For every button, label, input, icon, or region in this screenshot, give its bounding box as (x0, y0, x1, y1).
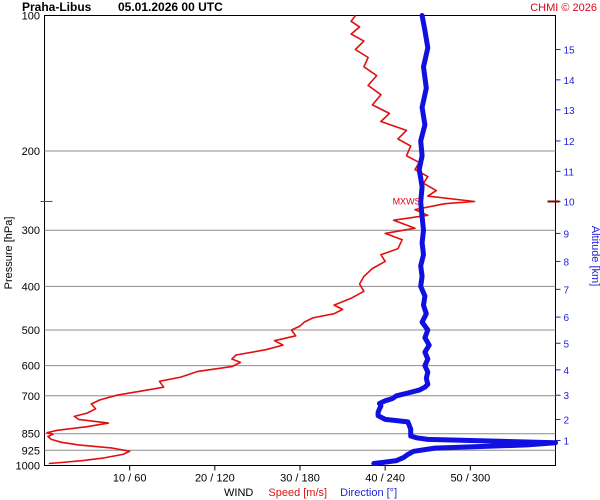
speed-label: Speed [m/s] (268, 487, 327, 499)
altitude-tick-7: 7 (564, 285, 570, 296)
pressure-tick-925: 925 (22, 445, 40, 457)
direction-series-line (371, 13, 558, 466)
wind-label: WIND (224, 487, 253, 499)
direction-label: Direction [°] (340, 487, 397, 499)
pressure-tick-300: 300 (22, 225, 40, 237)
altitude-tick-1: 1 (564, 437, 570, 448)
pressure-gridlines (44, 150, 556, 451)
wind-tick-label: 10 / 60 (113, 473, 147, 485)
altitude-tick-9: 9 (564, 229, 570, 240)
sounding-datetime: 05.01.2026 00 UTC (118, 0, 223, 14)
speed-series-line (46, 15, 476, 465)
pressure-tick-850: 850 (22, 429, 40, 441)
station-name: Praha-Libus (22, 0, 92, 14)
max-wind-marker: MXWS (40, 196, 560, 206)
pressure-tick-200: 200 (22, 146, 40, 158)
wind-tick-label: 30 / 180 (280, 473, 320, 485)
altitude-tick-3: 3 (564, 391, 570, 402)
pressure-tick-600: 600 (22, 361, 40, 373)
altitude-tick-15: 15 (564, 45, 576, 56)
altitude-tick-13: 13 (564, 106, 576, 117)
altitude-tick-8: 8 (564, 257, 570, 268)
pressure-tick-400: 400 (22, 281, 40, 293)
altitude-tick-6: 6 (564, 313, 570, 324)
altitude-tick-14: 14 (564, 76, 576, 87)
altitude-axis-label: Altitude [km] (589, 226, 600, 287)
wind-axis-label: WIND Speed [m/s] Direction [°] (224, 487, 397, 499)
altitude-tick-10: 10 (564, 197, 576, 208)
altitude-tick-12: 12 (564, 137, 576, 148)
wind-series (46, 13, 558, 466)
wind-tick-label: 40 / 240 (365, 473, 405, 485)
wind-tick-labels: 10 / 60 20 / 120 30 / 180 40 / 240 50 / 300 (113, 465, 490, 485)
pressure-axis-label: Pressure [hPa] (3, 217, 15, 290)
altitude-tick-4: 4 (564, 366, 570, 377)
pressure-tick-100: 100 (22, 11, 40, 23)
plot-frame (44, 15, 556, 466)
max-wind-label: MXWS (393, 196, 421, 206)
pressure-tick-1000: 1000 (16, 461, 40, 473)
altitude-tick-5: 5 (564, 339, 570, 350)
wind-tick-label: 20 / 120 (195, 473, 235, 485)
pressure-tick-labels: 100 200 300 400 500 600 700 850 925 1000 (16, 11, 40, 473)
wind-tick-label: 50 / 300 (450, 473, 490, 485)
altitude-tick-11: 11 (564, 167, 575, 178)
credit-text: CHMI © 2026 (530, 2, 597, 14)
altitude-tick-2: 2 (564, 415, 570, 426)
pressure-tick-700: 700 (22, 391, 40, 403)
pressure-tick-500: 500 (22, 325, 40, 337)
